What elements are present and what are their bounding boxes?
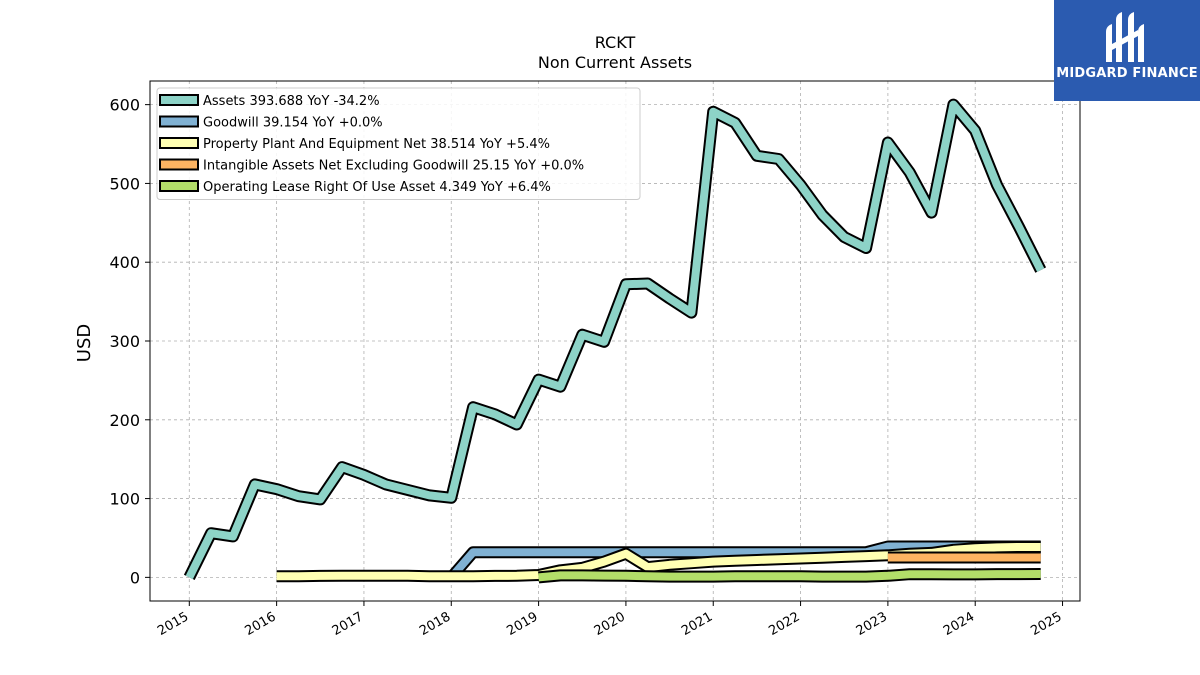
- x-tick-label: 2021: [679, 609, 715, 639]
- y-tick-label: 300: [109, 332, 140, 351]
- logo-mark-icon: [1106, 12, 1144, 62]
- legend-swatch: [159, 94, 199, 106]
- x-tick-label: 2019: [504, 609, 540, 639]
- x-tick-label: 2016: [242, 609, 278, 639]
- x-tick-label: 2018: [417, 609, 453, 639]
- x-tick-label: 2025: [1028, 609, 1064, 639]
- x-tick-label: 2024: [941, 609, 977, 639]
- legend-swatch: [159, 158, 199, 171]
- x-tick-label: 2022: [766, 609, 802, 639]
- chart-subtitle: Non Current Assets: [538, 53, 692, 72]
- legend: Assets 393.688 YoY -34.2% Goodwill 39.154…: [156, 87, 641, 200]
- y-tick-label: 0: [130, 568, 140, 587]
- legend-label: Operating Lease Right Of Use Asset 4.349…: [203, 180, 551, 195]
- y-tick-label: 200: [109, 411, 140, 430]
- legend-label: Assets 393.688 YoY -34.2%: [203, 94, 380, 109]
- x-tick-label: 2015: [155, 609, 191, 639]
- logo-text: MIDGARD FINANCE: [1056, 66, 1198, 81]
- y-axis-label: USD: [74, 324, 95, 362]
- y-tick-label: 400: [109, 253, 140, 272]
- legend-label: Goodwill 39.154 YoY +0.0%: [203, 116, 383, 131]
- y-tick-label: 100: [109, 490, 140, 509]
- grid: [150, 81, 1080, 601]
- legend-swatch: [159, 180, 199, 192]
- series-line-4: [538, 570, 1041, 582]
- x-tick-label: 2023: [854, 609, 890, 639]
- y-tick-label: 500: [109, 174, 140, 193]
- y-tick-label: 600: [109, 96, 140, 115]
- x-tick-label: 2017: [330, 609, 366, 639]
- legend-label: Intangible Assets Net Excluding Goodwill…: [203, 159, 584, 174]
- midgard-finance-logo: MIDGARD FINANCE: [1054, 0, 1200, 101]
- legend-label: Property Plant And Equipment Net 38.514 …: [203, 137, 550, 152]
- legend-box: [156, 87, 641, 200]
- x-tick-label: 2020: [592, 609, 628, 639]
- chart-title: RCKT: [595, 33, 636, 52]
- legend-swatch: [159, 115, 199, 128]
- series-layer: [183, 98, 1047, 584]
- legend-swatch: [159, 137, 199, 149]
- series-line-0: [185, 100, 1045, 580]
